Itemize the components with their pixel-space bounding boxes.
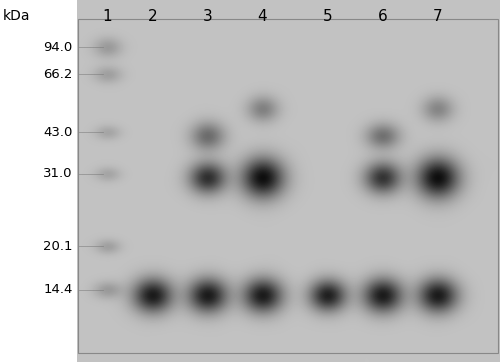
- Text: kDa: kDa: [2, 9, 30, 23]
- Text: 7: 7: [432, 9, 442, 24]
- Text: 66.2: 66.2: [43, 68, 72, 81]
- Text: 43.0: 43.0: [43, 126, 72, 139]
- Bar: [78, 19, 498, 353]
- Text: 5: 5: [322, 9, 332, 24]
- Text: 1: 1: [102, 9, 113, 24]
- Text: 20.1: 20.1: [43, 240, 72, 253]
- Text: 6: 6: [378, 9, 388, 24]
- Text: 3: 3: [202, 9, 212, 24]
- Text: 4: 4: [258, 9, 268, 24]
- Text: 2: 2: [148, 9, 158, 24]
- Text: 31.0: 31.0: [43, 167, 72, 180]
- Text: 14.4: 14.4: [43, 283, 72, 296]
- Text: 94.0: 94.0: [44, 41, 72, 54]
